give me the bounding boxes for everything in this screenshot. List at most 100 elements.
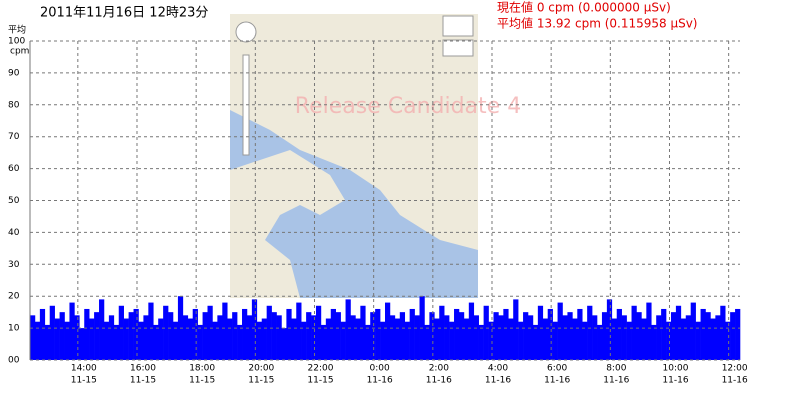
x-tick-label: 14:00	[71, 364, 97, 374]
bar	[523, 312, 529, 360]
bar	[404, 321, 410, 360]
x-tick-date: 11-15	[248, 376, 274, 386]
bar	[518, 321, 524, 360]
bar	[567, 312, 573, 360]
map	[230, 14, 478, 298]
bar	[123, 318, 129, 360]
bar	[454, 308, 460, 360]
bar	[242, 308, 248, 360]
x-tick-label: 8:00	[606, 364, 626, 374]
x-tick-label: 6:00	[547, 364, 567, 374]
x-tick-label: 10:00	[663, 364, 689, 374]
bar	[118, 305, 124, 360]
bar	[261, 318, 267, 360]
x-tick-date: 11-15	[71, 376, 97, 386]
bar	[715, 315, 721, 360]
x-tick-label: 0:00	[370, 364, 390, 374]
current-value: 現在値 0 cpm (0.000000 μSv)	[497, 0, 671, 15]
bar	[148, 302, 154, 360]
bar	[498, 315, 504, 360]
bar	[291, 318, 297, 360]
y-tick-label: 50	[8, 196, 20, 206]
bar	[670, 312, 677, 360]
x-tick-date: 11-16	[544, 376, 570, 386]
x-tick-label: 18:00	[189, 364, 215, 374]
y-tick-label: 80	[8, 100, 20, 110]
bar	[434, 318, 440, 360]
bar	[276, 315, 282, 360]
bar	[611, 318, 618, 360]
bar	[365, 324, 371, 360]
bar	[547, 308, 553, 360]
bar	[301, 321, 307, 360]
bar	[577, 308, 583, 360]
x-tick-label: 16:00	[130, 364, 156, 374]
y-tick-label: 70	[8, 132, 20, 142]
bar	[488, 321, 494, 360]
bar	[311, 315, 317, 360]
x-tick-date: 11-16	[367, 376, 393, 386]
bar	[340, 321, 346, 360]
bar	[587, 305, 593, 360]
bar	[385, 302, 391, 360]
bar	[217, 315, 223, 360]
bar	[227, 318, 233, 360]
bar	[172, 321, 179, 360]
bar	[458, 312, 465, 360]
y-tick-label: 100	[8, 37, 25, 47]
bar	[54, 318, 60, 360]
x-tick-label: 2:00	[429, 364, 449, 374]
average-value: 平均値 13.92 cpm (0.115958 μSv)	[497, 16, 698, 31]
bar	[69, 302, 75, 360]
bar	[661, 308, 667, 360]
bar	[394, 318, 401, 360]
bar	[483, 305, 489, 360]
bar	[163, 305, 169, 360]
bar	[94, 312, 100, 360]
bar	[325, 318, 332, 360]
bar	[153, 324, 159, 360]
bar	[621, 315, 627, 360]
bar	[606, 299, 613, 360]
bar	[168, 312, 174, 360]
bar	[572, 318, 578, 360]
bar	[158, 318, 164, 360]
bar	[527, 315, 534, 360]
bar	[414, 315, 420, 360]
y-tick-label: 20	[8, 292, 20, 302]
bar	[690, 302, 696, 360]
bar	[222, 302, 228, 360]
bar	[360, 305, 366, 360]
bar	[30, 315, 36, 360]
x-tick-date: 11-16	[722, 376, 748, 386]
bar	[44, 324, 51, 360]
bar	[79, 328, 85, 360]
bar	[695, 321, 701, 360]
x-tick-label: 22:00	[308, 364, 334, 374]
bar	[375, 308, 381, 360]
bar	[493, 312, 499, 360]
bar	[616, 308, 622, 360]
bar	[424, 324, 430, 360]
bar	[315, 305, 322, 360]
y-tick-label: 00	[8, 356, 20, 366]
bar	[651, 324, 657, 360]
bar	[133, 308, 139, 360]
bar	[463, 318, 470, 360]
bar	[256, 321, 263, 360]
bar	[330, 308, 336, 360]
bar	[656, 315, 662, 360]
bar	[99, 299, 105, 360]
bar	[182, 315, 189, 360]
bar	[503, 308, 509, 360]
bar	[237, 324, 243, 360]
bar	[389, 315, 396, 360]
bar	[532, 324, 539, 360]
bar	[320, 324, 327, 360]
bar	[439, 305, 445, 360]
x-tick-date: 11-15	[130, 376, 156, 386]
y-label: 平均	[8, 24, 26, 36]
bar	[113, 324, 120, 360]
bar	[108, 315, 115, 360]
bar	[192, 308, 198, 360]
